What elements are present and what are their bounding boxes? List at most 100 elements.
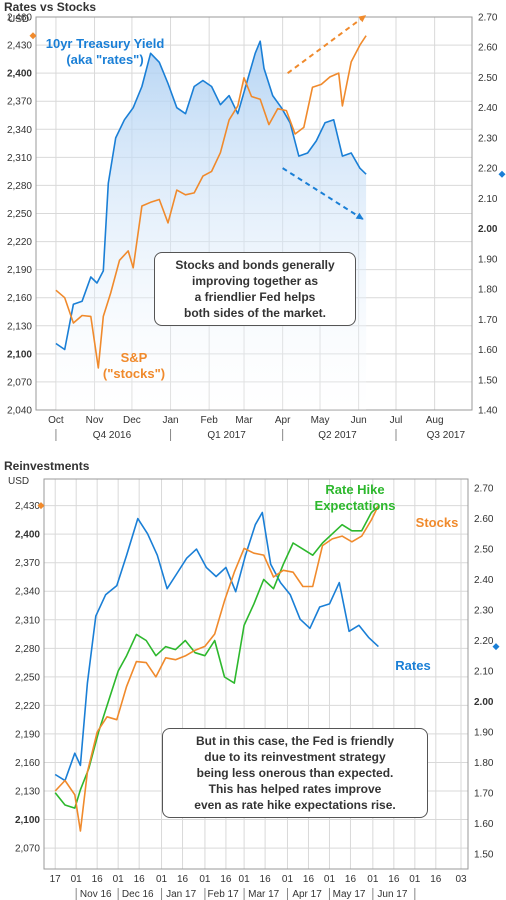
y-left-tick-label: 2,070 [15,844,40,855]
x-group-label: Q2 2017 [318,430,357,441]
stocks-series-label: Stocks [415,515,459,530]
y-right-tick-label: 2.50 [478,73,498,84]
y-left-tick-label: 2,280 [15,644,40,655]
y-right-tick-label: 1.60 [478,345,498,356]
y-right-tick-label: 1.60 [474,819,494,830]
y-right-tick-label: 1.90 [474,727,494,738]
trend-arrow [282,167,365,221]
x-tick-label: May [311,415,330,426]
annotation-line: Stocks and bonds generally [175,258,335,272]
series-line [54,505,380,832]
y-right-tick-label: 2.00 [474,697,494,708]
chart-title: Reinvestments [4,459,90,473]
annotation-line: This has helped rates improve [208,782,382,796]
series-line [54,505,379,809]
y-left-tick-label: 2,100 [7,349,32,360]
rates-series-label: Rates [395,658,431,673]
x-tick-label: 16 [388,874,400,885]
chart-rates-vs-stocks: Rates vs Stocks USD 2,040 2,070 2,100 2,130… [4,0,506,441]
y-right-tick-label: 1.90 [478,254,498,265]
y-left-tick-label: 2,460 [7,13,32,24]
last-value-marker [37,502,45,510]
x-tick-label: 01 [409,874,421,885]
y-right-tick-label: 1.80 [474,758,494,769]
chart-reinvestments: Reinvestments USD 2,070 2,100 2,130 2,160 2,… [0,455,506,900]
y-right-tick-label: 2.20 [478,164,498,175]
hike-series-label: Rate Hike Expectations [300,482,410,514]
x-group-label: Apr 17 [292,889,322,900]
last-value-marker [492,643,500,651]
annotation-line: a friendlier Fed helps [194,290,316,304]
y-right-tick-label: 2.60 [478,43,498,54]
x-tick-label: 01 [324,874,336,885]
y-right-tick-label: 2.60 [474,514,494,525]
y-right-tick-label: 2.70 [478,13,498,24]
y-right-tick-label: 1.40 [478,406,498,417]
y-left-tick-label: 2,070 [7,377,32,388]
y-right-tick-label: 2.40 [478,103,498,114]
plot-frame [43,478,469,870]
x-group-label: May 17 [333,889,366,900]
annotation-box: Stocks and bonds generally improving tog… [154,252,356,326]
x-group-label: Mar 17 [248,889,280,900]
annotation-line: due to its reinvestment strategy [204,750,386,764]
x-group-label: Feb 17 [208,889,240,900]
x-tick-label: Jan [162,415,178,426]
y-left-tick-label: 2,250 [7,209,32,220]
rates-label-line: (aka "rates") [66,52,144,67]
annotation-box: But in this case, the Fed is friendly du… [162,728,428,818]
y-right-tick-label: 1.80 [478,285,498,296]
x-tick-label: 16 [177,874,189,885]
y-left-tick-label: 2,130 [7,321,32,332]
unit-label: USD [8,14,30,25]
stocks-label-line: ("stocks") [102,366,166,381]
x-tick-label: 01 [71,874,83,885]
x-group-label: Q3 2017 [427,430,466,441]
y-left-tick-label: 2,220 [15,701,40,712]
y-right-tick-label: 1.70 [478,315,498,326]
x-tick-label: 01 [282,874,294,885]
series-line [55,35,367,369]
hike-label-line: Expectations [314,498,396,513]
x-group-label: Dec 16 [122,889,154,900]
x-tick-label: 01 [113,874,125,885]
last-value-marker [498,170,506,178]
x-tick-label: Nov [86,415,104,426]
y-right-tick-label: 2.50 [474,545,494,556]
y-left-tick-label: 2,190 [7,265,32,276]
y-left-tick-label: 2,250 [15,672,40,683]
annotation-line: being less onerous than expected. [196,766,394,780]
last-value-marker [29,32,37,40]
x-tick-label: 01 [199,874,211,885]
annotation-line: But in this case, the Fed is friendly [195,734,395,748]
stocks-label-line: S&P [120,350,148,365]
y-left-tick-label: 2,160 [7,293,32,304]
y-left-tick-label: 2,040 [7,406,32,417]
series-line [55,40,367,351]
x-tick-label: 16 [220,874,232,885]
trend-arrow [287,14,367,74]
annotation-line: improving together as [191,274,319,288]
x-tick-label: Mar [235,415,253,426]
y-right-tick-label: 1.50 [474,849,494,860]
y-right-tick-label: 2.00 [478,224,498,235]
trend-arrow-head [358,15,367,23]
x-tick-label: 03 [455,874,467,885]
series-line [54,511,379,782]
y-right-tick-label: 1.50 [478,375,498,386]
x-tick-label: Feb [201,415,219,426]
y-right-tick-label: 1.70 [474,788,494,799]
x-tick-label: Aug [426,415,444,426]
x-tick-label: Jun [351,415,367,426]
y-left-tick-label: 2,130 [15,787,40,798]
y-left-tick-label: 2,340 [15,587,40,598]
y-right-tick-label: 2.30 [474,606,494,617]
x-group-label: Jun 17 [377,889,407,900]
x-group-label: Nov 16 [80,889,112,900]
chart-title: Rates vs Stocks [4,0,97,14]
stocks-series-label: S&P ("stocks") [92,350,176,382]
y-left-tick-label: 2,340 [7,125,32,136]
x-tick-label: Apr [275,415,291,426]
x-tick-label: 01 [239,874,251,885]
trend-arrow-head [355,212,364,220]
